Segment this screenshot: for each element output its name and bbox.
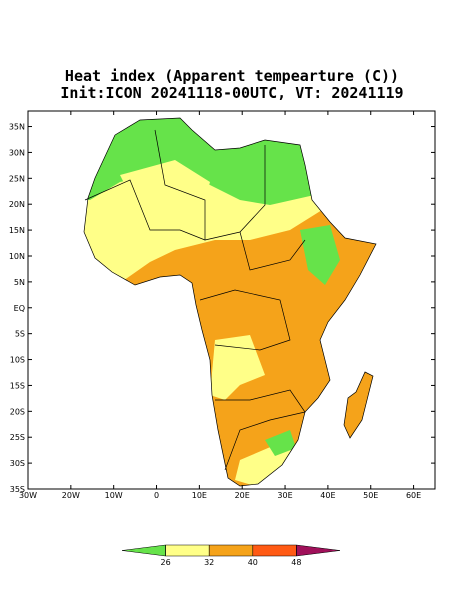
y-tick-label: 15S — [10, 381, 25, 390]
y-tick-label: 15N — [9, 226, 25, 235]
border — [215, 389, 306, 471]
y-tick-label: 20S — [10, 407, 25, 416]
colorbar-segment — [165, 544, 210, 557]
colorbar-label: 32 — [204, 558, 214, 567]
x-tick-label: 10W — [105, 491, 123, 500]
region-warm — [120, 160, 210, 200]
coastline — [83, 117, 377, 487]
map-title: Heat index (Apparent tempearture (C)) — [65, 67, 399, 85]
y-tick-label: 10S — [10, 356, 25, 365]
y-tick-label: 5N — [14, 278, 25, 287]
map-subtitle: Init:ICON 20241118-00UTC, VT: 20241119 — [60, 84, 403, 102]
x-tick-label: 60E — [406, 491, 421, 500]
y-tick-label: 35S — [10, 485, 25, 494]
region-cool — [265, 430, 296, 456]
x-tick-label: 20W — [62, 491, 80, 500]
x-tick-label: 50E — [363, 491, 378, 500]
x-tick-label: 0 — [154, 491, 159, 500]
x-tick-label: 30E — [277, 491, 292, 500]
y-tick-label: 10N — [9, 252, 25, 261]
y-tick-label: EQ — [14, 304, 25, 313]
borders — [83, 117, 377, 487]
map-frame — [27, 110, 436, 490]
x-tick-label: 20E — [235, 491, 250, 500]
colorbar-label: 40 — [248, 558, 258, 567]
region-warm — [210, 335, 265, 400]
x-tick-label: 30W — [19, 491, 37, 500]
y-tick-label: 25S — [10, 433, 25, 442]
colorbar-segment — [121, 544, 166, 557]
colorbar-segment — [252, 544, 297, 557]
field — [84, 118, 376, 486]
border — [239, 231, 306, 271]
border — [84, 179, 206, 241]
border — [199, 289, 291, 351]
colorbar-label: 26 — [161, 558, 171, 567]
region-cool — [300, 225, 340, 285]
y-tick-label: 30S — [10, 459, 25, 468]
x-tick-label: 10E — [192, 491, 207, 500]
y-tick-label: 30N — [9, 148, 25, 157]
colorbar: 26 32 40 48 — [121, 544, 341, 567]
y-tick-label: 20N — [9, 200, 25, 209]
y-tick-label: 35N — [9, 123, 25, 132]
colorbar-segment — [296, 544, 341, 557]
y-tick-label: 5S — [15, 330, 25, 339]
region-warm — [235, 445, 295, 486]
madagascar — [343, 371, 374, 439]
colorbar-segment — [208, 544, 254, 557]
y-tick-label: 25N — [9, 174, 25, 183]
x-tick-label: 40E — [320, 491, 335, 500]
colorbar-label: 48 — [291, 558, 301, 567]
